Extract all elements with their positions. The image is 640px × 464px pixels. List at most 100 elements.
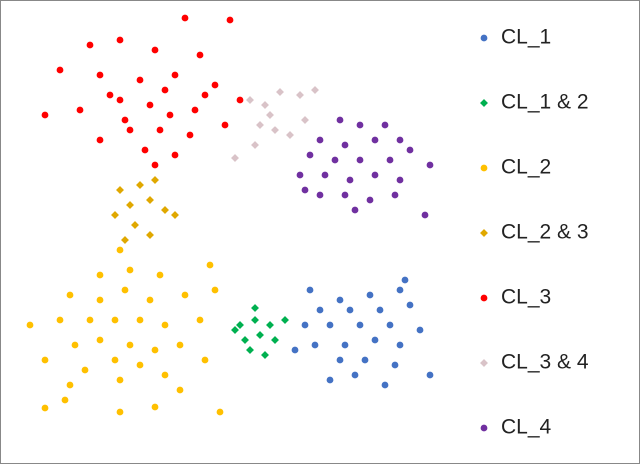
point (115, 375, 125, 385)
point (299, 114, 311, 126)
point (405, 300, 415, 310)
point (195, 315, 205, 325)
point (144, 229, 156, 241)
point (340, 190, 350, 200)
point (109, 209, 121, 221)
point (335, 355, 345, 365)
point (309, 84, 321, 96)
point (114, 184, 126, 196)
legend-label: CL_1 & 2 (501, 91, 589, 114)
point (345, 175, 355, 185)
point (160, 320, 170, 330)
point (380, 380, 390, 390)
point (25, 320, 35, 330)
point (284, 129, 296, 141)
legend-label: CL_2 & 3 (501, 221, 589, 244)
point (244, 94, 256, 106)
point (175, 385, 185, 395)
point (390, 190, 400, 200)
point (150, 402, 160, 412)
point (210, 285, 220, 295)
point (115, 245, 125, 255)
point (249, 302, 261, 314)
plot-area (25, 13, 435, 417)
point (264, 319, 276, 331)
point (80, 365, 90, 375)
point (129, 219, 141, 231)
point (185, 130, 195, 140)
point (330, 155, 340, 165)
point (249, 314, 261, 326)
point (350, 370, 360, 380)
legend-label: CL_3 (501, 286, 551, 309)
point (160, 85, 170, 95)
legend-marker (479, 163, 489, 173)
point (75, 105, 85, 115)
point (269, 334, 281, 346)
point (425, 160, 435, 170)
point (355, 320, 365, 330)
point (95, 335, 105, 345)
legend: CL_1 CL_1 & 2 CL_2 CL_2 & 3 CL_3 CL_3 & 4 CL_4 (478, 26, 589, 439)
point (125, 125, 135, 135)
point (95, 270, 105, 280)
point (40, 110, 50, 120)
point (170, 70, 180, 80)
point (105, 90, 115, 100)
legend-marker (478, 227, 490, 239)
point (380, 120, 390, 130)
point (169, 209, 181, 221)
point (149, 174, 161, 186)
point (155, 125, 165, 135)
point (110, 355, 120, 365)
point (200, 355, 210, 365)
point (40, 403, 50, 413)
point (60, 395, 70, 405)
point (145, 100, 155, 110)
point (125, 340, 135, 350)
point (350, 205, 360, 215)
point (395, 340, 405, 350)
point (335, 115, 345, 125)
point (200, 90, 210, 100)
point (305, 150, 315, 160)
point (55, 65, 65, 75)
point (135, 75, 145, 85)
point (370, 170, 380, 180)
legend-label: CL_3 & 4 (501, 351, 589, 374)
point (355, 155, 365, 165)
point (120, 285, 130, 295)
point (315, 190, 325, 200)
point (290, 345, 300, 355)
point (65, 290, 75, 300)
point (225, 15, 235, 25)
point (239, 334, 251, 346)
point (370, 135, 380, 145)
point (65, 380, 75, 390)
point (274, 86, 286, 98)
point (150, 45, 160, 55)
point (395, 285, 405, 295)
point (115, 95, 125, 105)
point (119, 234, 131, 246)
point (310, 340, 320, 350)
point (115, 35, 125, 45)
point (195, 50, 205, 60)
point (345, 305, 355, 315)
point (120, 115, 130, 125)
point (110, 315, 120, 325)
point (335, 295, 345, 305)
point (155, 270, 165, 280)
point (315, 305, 325, 315)
point (205, 260, 215, 270)
point (210, 80, 220, 90)
point (269, 124, 281, 136)
point (415, 325, 425, 335)
point (229, 324, 241, 336)
legend-label: CL_2 (501, 156, 551, 179)
point (135, 360, 145, 370)
point (395, 175, 405, 185)
legend-label: CL_1 (501, 26, 551, 49)
point (244, 344, 256, 356)
